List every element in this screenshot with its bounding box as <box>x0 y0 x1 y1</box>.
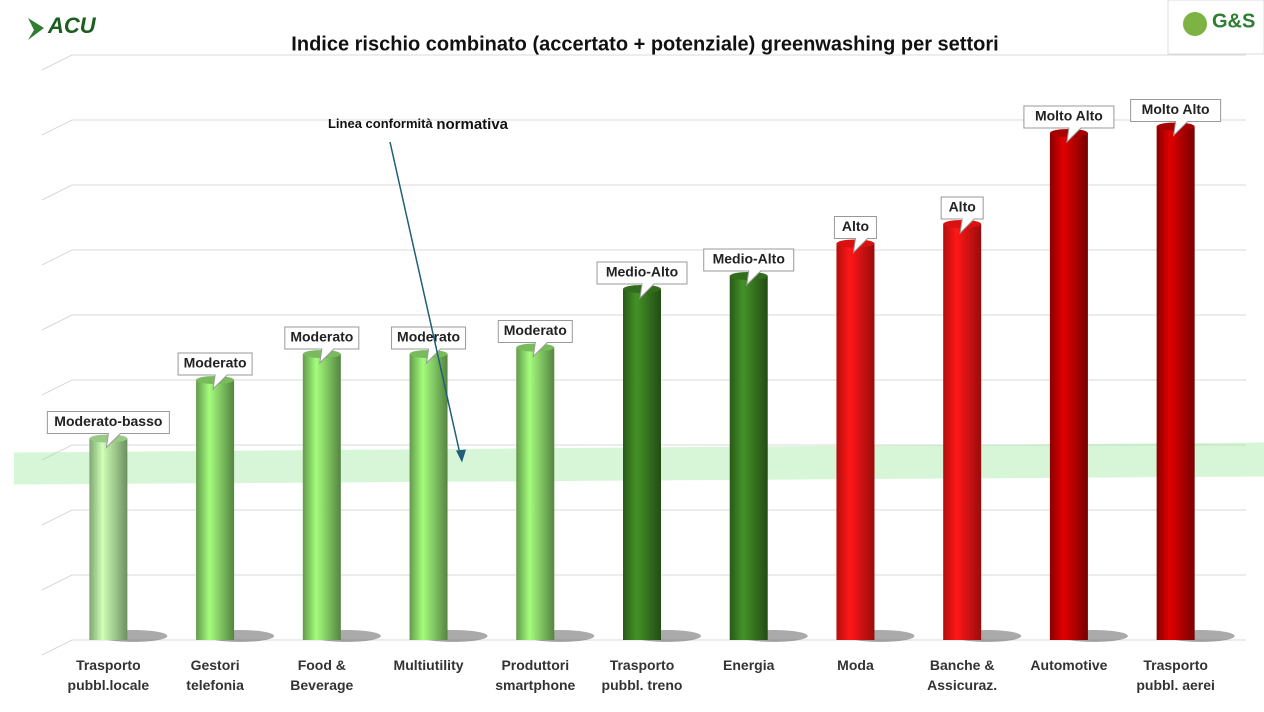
x-tick-label: Trasporto pubbl. treno <box>602 657 683 693</box>
grid-line <box>41 639 1246 656</box>
logo-gs: G&S <box>1212 10 1255 32</box>
bar <box>729 276 768 640</box>
annotation-arrow <box>389 141 462 459</box>
annotation-part: Linea conformità <box>328 116 436 131</box>
x-tick-line: Trasporto <box>1143 657 1208 673</box>
grid-line <box>41 54 1246 71</box>
x-tick-line: Food & <box>298 657 346 673</box>
grid-line <box>41 184 1246 201</box>
value-label: Alto <box>842 218 869 234</box>
annotation-part: normativa <box>436 116 508 133</box>
bar <box>409 354 448 640</box>
x-tick-line: Moda <box>837 657 874 673</box>
bar <box>836 243 875 640</box>
x-tick-label: Gestori telefonia <box>186 657 244 693</box>
value-label: Moderato <box>504 322 567 338</box>
x-tick-label: Multiutility <box>394 657 464 673</box>
x-tick-label: Moda <box>837 657 874 673</box>
value-label: Moderato-basso <box>54 413 162 429</box>
x-tick-line: Energia <box>723 657 775 673</box>
callout <box>497 320 573 358</box>
grid-line <box>41 119 1246 136</box>
x-tick-label: Trasporto pubbl. aerei <box>1136 657 1215 693</box>
x-tick-line: Gestori <box>191 657 240 673</box>
x-tick-line: pubbl. treno <box>602 677 683 693</box>
callout <box>1130 99 1222 137</box>
bar <box>943 224 982 640</box>
x-tick-line: Beverage <box>290 677 353 693</box>
bar <box>1049 133 1088 640</box>
bar <box>302 354 341 640</box>
value-label: Medio-Alto <box>606 264 678 280</box>
value-label: Molto Alto <box>1035 108 1103 124</box>
value-label: Moderato <box>397 329 460 345</box>
value-label: Moderato <box>184 355 247 371</box>
x-tick-line: Trasporto <box>610 657 675 673</box>
callout <box>1023 105 1115 144</box>
x-tick-line: smartphone <box>495 677 575 693</box>
bar <box>196 380 235 640</box>
logo-icon <box>1183 12 1207 36</box>
x-tick-line: Trasporto <box>76 657 141 673</box>
x-tick-line: Automotive <box>1030 657 1107 673</box>
callout <box>284 326 360 365</box>
x-tick-line: Banche & <box>930 657 995 673</box>
value-label: Alto <box>949 199 976 215</box>
x-tick-line: pubbl. aerei <box>1136 677 1215 693</box>
x-tick-line: Assicuraz. <box>927 677 997 693</box>
logo-acu: ACU <box>47 13 97 38</box>
x-tick-label: Automotive <box>1030 657 1107 673</box>
x-tick-label: Produttori smartphone <box>495 657 575 693</box>
bar <box>1156 126 1195 640</box>
callout <box>177 352 253 391</box>
x-tick-line: pubbl.locale <box>68 677 150 693</box>
chart-title: Indice rischio combinato (accertato + po… <box>291 33 998 55</box>
x-tick-label: Trasporto pubbl.locale <box>68 657 150 693</box>
callout <box>46 411 170 449</box>
value-label: Medio-Alto <box>713 251 785 267</box>
x-tick-label: Food & Beverage <box>290 657 353 693</box>
callout <box>596 261 688 300</box>
callout <box>940 196 984 235</box>
callout <box>833 216 877 254</box>
callout <box>391 326 467 365</box>
x-tick-label: Banche & Assicuraz. <box>927 657 997 693</box>
arrow-head <box>456 449 466 463</box>
x-tick-label: Energia <box>723 657 775 673</box>
value-label: Moderato <box>290 329 353 345</box>
x-tick-line: Multiutility <box>394 657 464 673</box>
x-tick-line: Produttori <box>501 657 569 673</box>
logo-icon <box>28 18 44 40</box>
x-tick-line: telefonia <box>186 677 244 693</box>
value-label: Molto Alto <box>1142 101 1210 117</box>
bar <box>89 438 128 640</box>
annotation: Linea conformità normativa <box>328 116 509 133</box>
callout <box>703 248 795 287</box>
bar <box>516 347 555 640</box>
bar <box>623 289 661 640</box>
